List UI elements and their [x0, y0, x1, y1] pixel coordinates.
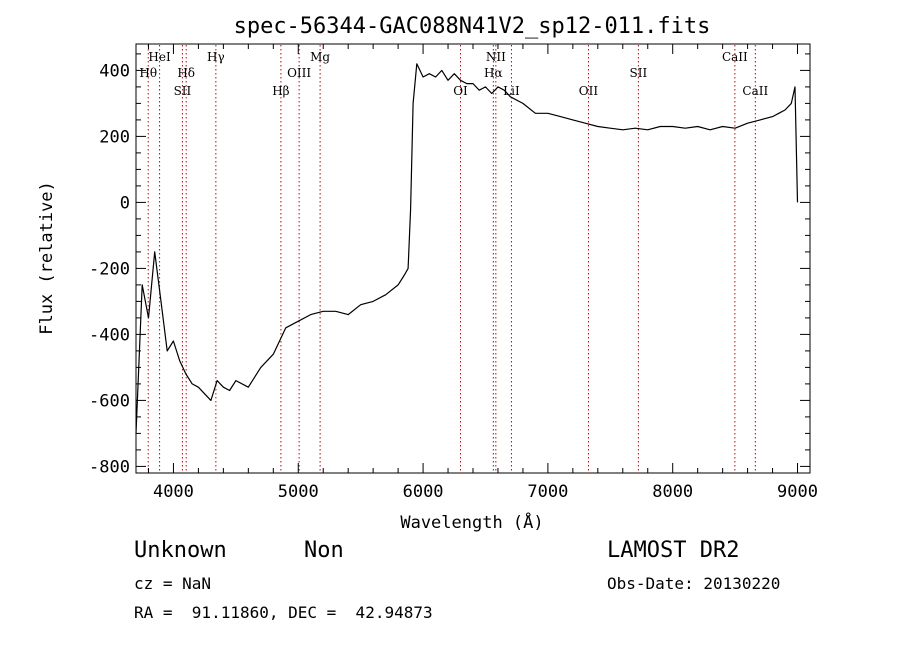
- obs-date-label: Obs-Date: 20130220: [607, 574, 781, 593]
- y-tick-label: 400: [99, 61, 130, 81]
- y-tick-label: 200: [99, 127, 130, 147]
- y-tick-label: 0: [120, 193, 130, 213]
- class-label: Unknown: [134, 538, 227, 563]
- coords-label: RA = 91.11860, DEC = 42.94873: [134, 603, 433, 622]
- x-tick-label: 9000: [777, 482, 818, 502]
- line-marker-label: OI: [453, 84, 468, 98]
- line-marker-label: Hα: [484, 66, 503, 80]
- series-group: [135, 63, 799, 434]
- plot-frame: [135, 43, 811, 474]
- subclass-label: Non: [304, 538, 344, 563]
- spectrum-line: [135, 63, 799, 434]
- line-marker-label: LiI: [503, 84, 520, 98]
- line-marker-label: HeI: [148, 50, 171, 64]
- survey-label: LAMOST DR2: [607, 538, 740, 563]
- y-tick-label: -200: [89, 259, 130, 279]
- y-tick-label: -400: [89, 325, 130, 345]
- axis-ticks: 4000 5000 6000 7000 8000 9000-800-600-400-200…: [89, 44, 818, 502]
- cz-label: cz = NaN: [134, 574, 212, 593]
- line-marker-label: NII: [486, 50, 506, 64]
- line-marker-label: CaII: [742, 84, 768, 98]
- x-tick-label: 4000: [153, 482, 194, 502]
- spectrum-chart: spec-56344-GAC088N41V2_sp12-011.fits HθH…: [37, 14, 818, 533]
- line-marker-label: Mg: [310, 50, 330, 64]
- line-marker-label: SII: [630, 66, 648, 80]
- x-axis-label: Wavelength (Å): [400, 511, 543, 533]
- line-marker-label: OIII: [287, 66, 311, 80]
- x-tick-label: 6000: [403, 482, 444, 502]
- line-marker-label: CaII: [722, 50, 748, 64]
- line-marker-label: OII: [579, 84, 599, 98]
- line-marker-label: Hβ: [272, 84, 289, 98]
- line-marker-label: Hθ: [139, 66, 157, 80]
- line-marker-label: Hγ: [207, 50, 225, 64]
- y-axis-label: Flux (relative): [37, 181, 57, 335]
- line-marker-label: Hδ: [177, 66, 195, 80]
- chart-title: spec-56344-GAC088N41V2_sp12-011.fits: [234, 14, 711, 39]
- x-tick-label: 5000: [278, 482, 319, 502]
- y-tick-label: -800: [89, 457, 130, 477]
- x-tick-label: 8000: [652, 482, 693, 502]
- line-marker-label: SII: [174, 84, 192, 98]
- y-tick-label: -600: [89, 391, 130, 411]
- x-tick-label: 7000: [527, 482, 568, 502]
